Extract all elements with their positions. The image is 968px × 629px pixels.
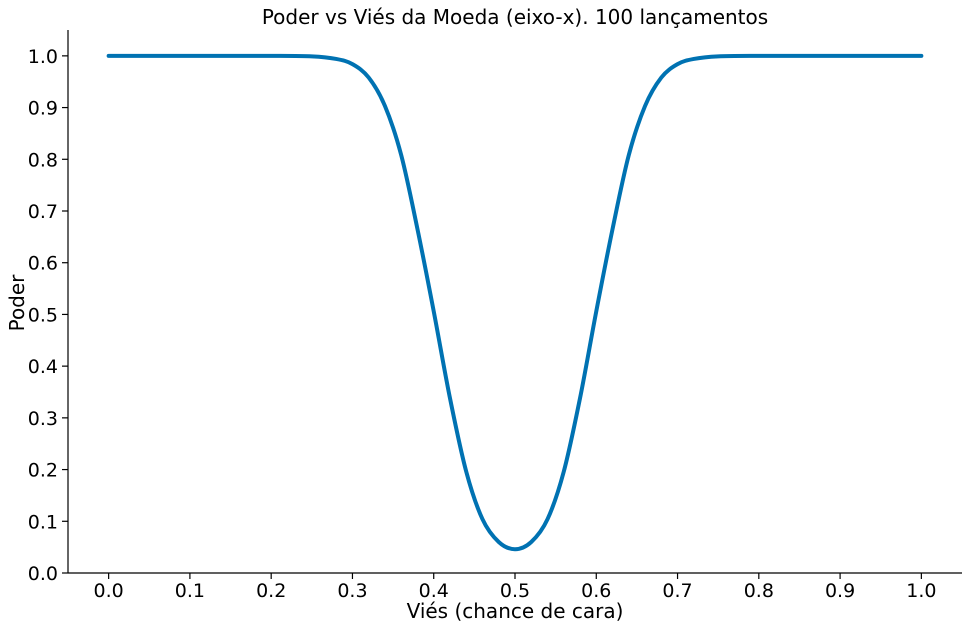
y-tick-label: 0.4 [28,356,58,378]
y-tick-label: 0.7 [28,201,58,223]
x-axis-ticks: 0.0 0.1 0.2 0.3 0.4 0.5 0.6 0.7 0.8 0.9 1.0 [94,573,936,602]
y-tick-label: 0.0 [28,563,58,585]
chart-title: Poder vs Viés da Moeda (eixo-x). 100 lan… [262,5,768,29]
y-tick-label: 0.8 [28,149,58,171]
x-axis-label: Viés (chance de cara) [407,599,624,623]
x-tick-label: 0.0 [94,580,124,602]
x-tick-label: 0.2 [256,580,286,602]
x-tick-label: 0.1 [175,580,205,602]
y-tick-label: 0.6 [28,253,58,275]
y-tick-label: 0.3 [28,408,58,430]
x-tick-label: 1.0 [906,580,936,602]
y-tick-label: 1.0 [28,46,58,68]
x-tick-label: 0.3 [337,580,367,602]
y-tick-label: 0.5 [28,304,58,326]
x-tick-label: 0.5 [500,580,530,602]
power-series-line [106,53,924,552]
y-tick-label: 0.9 [28,98,58,120]
y-axis-ticks: 0.0 0.1 0.2 0.3 0.4 0.5 0.6 0.7 0.8 0.9 1.0 [28,46,68,585]
x-tick-label: 0.4 [419,580,449,602]
x-tick-label: 0.9 [825,580,855,602]
x-tick-label: 0.7 [662,580,692,602]
y-axis-label: Poder [5,274,29,332]
y-tick-label: 0.1 [28,511,58,533]
y-tick-label: 0.2 [28,460,58,482]
x-tick-label: 0.8 [744,580,774,602]
x-tick-label: 0.6 [581,580,611,602]
